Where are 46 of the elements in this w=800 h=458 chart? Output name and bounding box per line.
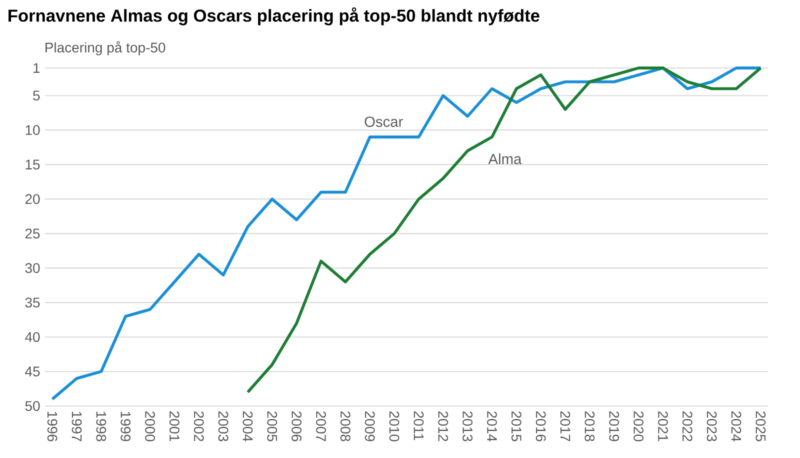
x-tick-label: 2015	[511, 411, 522, 442]
x-tick-label: 2025	[756, 411, 766, 442]
x-tick-label: 2024	[731, 411, 742, 442]
x-tick-label: 2004	[242, 411, 253, 442]
x-tick-label: 2019	[609, 411, 620, 442]
y-tick-label: 45	[25, 366, 40, 376]
chart-title: Fornavnene Almas og Oscars placering på top-50 blandt nyfødte	[8, 7, 540, 26]
x-tick-label: 2009	[364, 411, 375, 442]
x-tick-label: 1996	[47, 412, 58, 442]
x-tick-label: 1997	[72, 412, 82, 442]
x-tick-label: 2021	[658, 411, 668, 442]
x-tick-label: 2014	[487, 411, 497, 442]
series-label: Oscar	[364, 116, 403, 127]
x-tick-label: 2003	[218, 411, 228, 442]
x-tick-label: 2018	[584, 411, 595, 442]
x-tick-label: 2013	[462, 411, 473, 442]
y-tick-label: 5	[33, 90, 40, 100]
x-tick-label: 2020	[634, 411, 644, 442]
x-tick-label: 2010	[389, 411, 400, 442]
y-tick-label: 30	[25, 263, 40, 274]
y-tick-label: 35	[25, 298, 40, 308]
x-tick-label: 2016	[536, 411, 546, 442]
x-tick-label: 2011	[414, 411, 424, 440]
x-tick-label: 2006	[292, 411, 302, 442]
x-tick-label: 2017	[560, 411, 570, 442]
x-tick-label: 2012	[438, 411, 448, 442]
x-tick-label: 2005	[267, 411, 278, 442]
series-label: Alma	[488, 153, 522, 164]
y-tick-label: 1	[34, 63, 40, 73]
x-tick-label: 2001	[169, 411, 180, 442]
y-tick-label: 40	[25, 332, 40, 342]
x-tick-label: 2007	[316, 411, 326, 442]
line-series	[246, 66, 762, 394]
x-tick-label: 1998	[96, 412, 106, 442]
y-tick-label: 10	[26, 125, 40, 136]
y-axis-title: Placering på top-50	[46, 41, 166, 56]
x-tick-label: 2000	[145, 411, 155, 442]
y-tick-label: 50	[25, 401, 40, 411]
x-tick-label: 2008	[340, 411, 350, 442]
y-tick-label: 25	[25, 228, 40, 239]
x-tick-label: 1999	[120, 412, 131, 442]
x-tick-label: 2022	[682, 411, 692, 442]
x-tick-label: 2002	[194, 411, 204, 442]
x-tick-label: 2023	[706, 411, 717, 442]
y-tick-label: 20	[25, 194, 40, 204]
y-tick-label: 15	[26, 160, 40, 170]
